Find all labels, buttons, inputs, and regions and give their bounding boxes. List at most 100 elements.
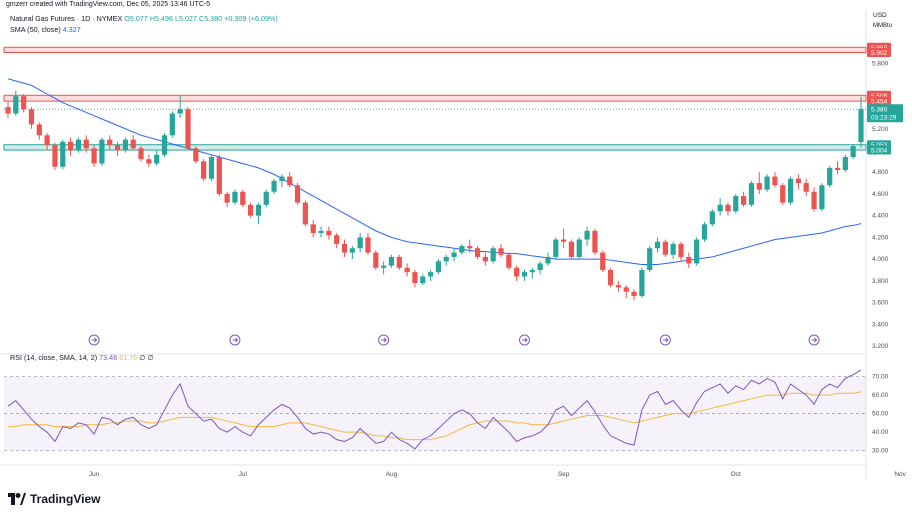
sma-label: SMA (50, close) bbox=[10, 25, 61, 34]
candle-body bbox=[850, 146, 856, 157]
candle-body bbox=[607, 269, 614, 286]
candle-body bbox=[326, 230, 332, 236]
candle-body bbox=[670, 243, 676, 255]
candle-body bbox=[787, 178, 794, 203]
candle-body bbox=[146, 159, 152, 164]
candle-body bbox=[388, 256, 395, 266]
candle-body bbox=[341, 243, 348, 253]
candle-body bbox=[83, 139, 89, 149]
candle-body bbox=[68, 141, 74, 151]
event-arrow-icon bbox=[811, 337, 818, 343]
candle-body bbox=[114, 145, 121, 151]
candle-body bbox=[28, 109, 35, 125]
price-tick-label: 4.600 bbox=[872, 191, 889, 198]
rsi-sma-value: 61.76 bbox=[119, 353, 138, 362]
candle-body bbox=[506, 254, 512, 268]
candle-body bbox=[232, 191, 238, 203]
badge-countdown: 03:23:29 bbox=[871, 115, 897, 122]
candle-body bbox=[365, 237, 371, 253]
candle-body bbox=[334, 235, 340, 244]
candle-body bbox=[240, 191, 246, 205]
candle-body bbox=[247, 204, 254, 216]
candle-body bbox=[694, 239, 700, 264]
candle-body bbox=[427, 272, 434, 277]
candle-body bbox=[13, 96, 19, 114]
event-arrow-icon bbox=[662, 337, 669, 343]
candle-body bbox=[529, 269, 535, 273]
candle-body bbox=[420, 276, 426, 283]
badge-s-bot: 5.004 bbox=[871, 148, 888, 155]
candle-body bbox=[255, 204, 262, 216]
candle-body bbox=[451, 252, 457, 257]
candle-body bbox=[654, 241, 661, 249]
rsi-line bbox=[7, 369, 862, 450]
zone-red-1 bbox=[3, 94, 867, 102]
candle-body bbox=[772, 176, 778, 186]
candle-body bbox=[482, 256, 488, 262]
candle-body bbox=[858, 109, 864, 143]
candle-body bbox=[177, 109, 183, 114]
candle-body bbox=[357, 237, 363, 249]
candle-body bbox=[584, 230, 590, 240]
candle-body bbox=[216, 157, 222, 194]
candle-body bbox=[75, 139, 82, 151]
candle-body bbox=[5, 107, 11, 114]
candle-body bbox=[733, 196, 739, 212]
rsi-legend: RSI (14, close, SMA, 14, 2) 73.48 61.76 … bbox=[10, 353, 154, 362]
candle-body bbox=[568, 241, 575, 257]
candle-body bbox=[91, 148, 97, 164]
candle-body bbox=[631, 291, 637, 297]
candle-body bbox=[208, 157, 215, 179]
candle-body bbox=[467, 246, 473, 249]
candle-body bbox=[271, 180, 277, 192]
candle-body bbox=[474, 248, 481, 257]
candle-body bbox=[600, 252, 606, 270]
candle-body bbox=[373, 252, 379, 268]
candle-body bbox=[647, 248, 653, 270]
candle-body bbox=[803, 183, 809, 192]
candle-body bbox=[396, 256, 402, 268]
candle-body bbox=[764, 176, 770, 190]
logo-text: TradingView bbox=[30, 492, 101, 506]
event-arrow-icon bbox=[232, 337, 239, 343]
rsi-tick-label: 60.00 bbox=[872, 392, 889, 399]
x-axis-label: Nov bbox=[894, 471, 906, 478]
price-tick-label: 5.200 bbox=[872, 126, 889, 133]
zone-green-2 bbox=[3, 144, 867, 151]
candle-body bbox=[553, 239, 559, 257]
candle-body bbox=[60, 141, 66, 167]
candle-body bbox=[44, 135, 50, 146]
ohlc-change: +0.309 (+6.09%) bbox=[224, 14, 278, 23]
candle-body bbox=[561, 239, 567, 242]
candle-body bbox=[443, 256, 449, 262]
candle-body bbox=[185, 109, 191, 149]
candle-body bbox=[819, 185, 825, 210]
candle-body bbox=[412, 272, 418, 283]
chart-canvas[interactable]: USD MMBtu 3.200 3.400 3.600 3.800 4.000 4.200 4.… bbox=[0, 10, 912, 480]
candle-body bbox=[154, 154, 160, 164]
header-credit: gmzerr created with TradingView.com, Dec… bbox=[6, 1, 211, 8]
price-tick-label: 4.400 bbox=[872, 213, 889, 220]
candle-body bbox=[279, 176, 285, 181]
sma-value: 4.327 bbox=[62, 25, 81, 34]
chart-frame[interactable]: USD MMBtu 3.200 3.400 3.600 3.800 4.000 4.200 4.… bbox=[0, 10, 912, 480]
badge-last-box bbox=[867, 104, 903, 123]
price-tick-label: 3.400 bbox=[872, 321, 889, 328]
x-axis-label: Aug bbox=[386, 471, 398, 478]
candle-body bbox=[834, 167, 841, 171]
candle-body bbox=[52, 145, 58, 167]
candle-body bbox=[545, 256, 551, 264]
candle-body bbox=[122, 139, 128, 151]
ohlc-high: H5.496 bbox=[149, 14, 174, 23]
price-tick-label: 4.000 bbox=[872, 256, 889, 263]
badge-r1-bot: 5.902 bbox=[871, 50, 888, 57]
candle-body bbox=[349, 248, 355, 253]
ohlc-close: C5.380 bbox=[199, 14, 223, 23]
candle-body bbox=[678, 243, 684, 257]
candle-body bbox=[741, 196, 747, 205]
price-tick-label: 3.200 bbox=[872, 343, 889, 350]
candle-body bbox=[748, 183, 755, 205]
candle-body bbox=[490, 248, 496, 262]
candle-body bbox=[623, 287, 629, 292]
rsi-tick-label: 40.00 bbox=[872, 429, 889, 436]
